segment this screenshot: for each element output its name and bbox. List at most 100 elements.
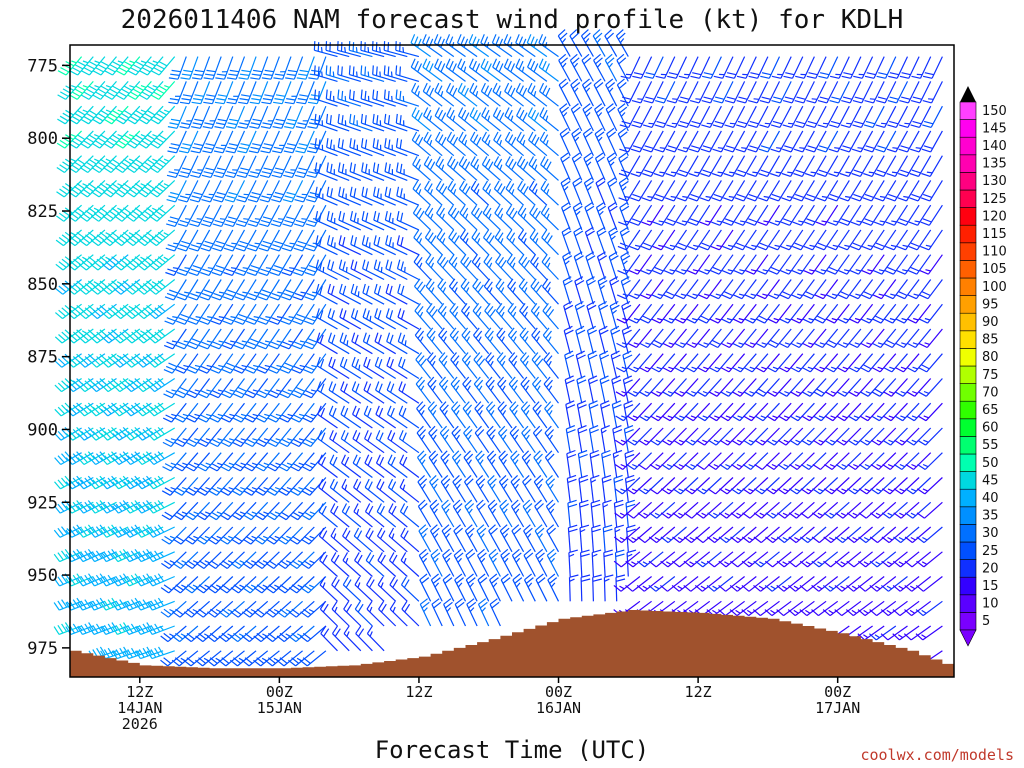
wind-barb bbox=[387, 478, 408, 503]
wind-barb bbox=[135, 548, 164, 563]
wind-barb bbox=[202, 130, 222, 154]
colorbar-swatch bbox=[959, 488, 977, 508]
colorbar-swatch bbox=[959, 277, 977, 296]
wind-barb bbox=[218, 600, 245, 618]
wind-barb bbox=[56, 179, 83, 198]
wind-barb bbox=[280, 303, 304, 325]
wind-barb bbox=[528, 131, 548, 157]
wind-barb bbox=[397, 283, 420, 305]
wind-barb bbox=[339, 356, 362, 380]
wind-barb bbox=[540, 205, 559, 231]
colorbar-bottom-arrow bbox=[959, 629, 977, 647]
wind-barb bbox=[249, 81, 269, 105]
wind-barb bbox=[504, 131, 524, 157]
wind-barb bbox=[493, 131, 513, 157]
wind-barb bbox=[224, 204, 246, 227]
wind-barb bbox=[200, 229, 222, 252]
wind-barb bbox=[147, 353, 176, 368]
wind-barb bbox=[423, 107, 443, 132]
wind-barb bbox=[543, 352, 559, 379]
wind-barb bbox=[259, 155, 280, 178]
wind-barb bbox=[301, 477, 327, 496]
wind-barb bbox=[326, 138, 350, 157]
wind-barb bbox=[777, 427, 804, 446]
wind-barb bbox=[417, 499, 432, 528]
wind-barb bbox=[316, 332, 338, 355]
wind-barb bbox=[289, 477, 315, 496]
wind-barb bbox=[594, 103, 606, 132]
wind-barb bbox=[516, 107, 536, 132]
wind-barb bbox=[464, 499, 478, 528]
colorbar-label: 60 bbox=[982, 421, 999, 436]
wind-barb bbox=[578, 499, 589, 528]
wind-barb bbox=[269, 279, 292, 301]
wind-barb bbox=[207, 600, 234, 618]
wind-barb bbox=[672, 526, 699, 544]
wind-barb bbox=[350, 235, 373, 256]
wind-barb bbox=[326, 210, 350, 231]
wind-barb bbox=[235, 229, 257, 252]
wind-barb bbox=[314, 186, 338, 206]
wind-barb bbox=[604, 29, 618, 57]
wind-barb bbox=[232, 402, 257, 423]
wind-barb bbox=[674, 303, 699, 324]
wind-barb bbox=[564, 375, 575, 404]
wind-barb bbox=[577, 425, 588, 453]
wind-barb bbox=[626, 549, 637, 577]
wind-barb bbox=[596, 251, 608, 280]
wind-barb bbox=[414, 278, 432, 305]
wind-barb bbox=[454, 598, 467, 627]
wind-barb bbox=[329, 478, 350, 503]
wind-barb bbox=[625, 526, 652, 544]
wind-barb bbox=[174, 427, 199, 448]
wind-barb bbox=[211, 279, 234, 301]
wind-barb bbox=[166, 180, 187, 203]
wind-barb bbox=[655, 56, 676, 79]
wind-barb bbox=[610, 350, 621, 379]
wind-barb bbox=[221, 378, 245, 399]
wind-barb bbox=[135, 451, 164, 466]
wind-barb bbox=[616, 279, 641, 300]
wind-barb bbox=[160, 650, 187, 667]
wind-barb bbox=[521, 450, 536, 478]
wind-barb bbox=[138, 81, 164, 100]
wind-barb bbox=[177, 204, 199, 227]
wind-barb bbox=[482, 229, 501, 256]
wind-barb bbox=[373, 283, 396, 305]
wind-barb bbox=[395, 113, 420, 132]
wind-barb bbox=[264, 650, 292, 667]
wind-barb bbox=[80, 81, 106, 100]
wind-barb bbox=[123, 451, 152, 466]
wind-barb bbox=[709, 328, 734, 349]
colorbar-label: 70 bbox=[982, 385, 999, 400]
wind-barb bbox=[112, 475, 141, 490]
wind-barb bbox=[641, 180, 664, 202]
wind-barb bbox=[179, 105, 199, 129]
wind-barb bbox=[268, 353, 292, 374]
wind-barb bbox=[540, 156, 559, 181]
wind-barb bbox=[630, 130, 653, 153]
wind-barb bbox=[630, 180, 653, 202]
wind-barb bbox=[477, 573, 490, 602]
wind-barb bbox=[622, 350, 633, 379]
wind-barb bbox=[431, 598, 443, 627]
wind-barb bbox=[148, 204, 176, 222]
wind-barb bbox=[486, 450, 501, 478]
wind-barb bbox=[594, 127, 606, 156]
wind-barb bbox=[457, 58, 478, 82]
wind-barb bbox=[67, 204, 94, 222]
wind-barb bbox=[639, 328, 664, 349]
wind-barb bbox=[209, 402, 234, 423]
wind-barb bbox=[577, 449, 588, 478]
wind-barb bbox=[664, 229, 687, 251]
wind-barb bbox=[610, 325, 621, 354]
wind-barb bbox=[461, 303, 478, 330]
wind-barb bbox=[685, 402, 711, 422]
wind-barb bbox=[430, 573, 443, 602]
wind-barb bbox=[398, 381, 420, 404]
wind-barb bbox=[605, 103, 618, 132]
wind-barb bbox=[91, 130, 117, 149]
wind-barb bbox=[424, 180, 443, 206]
wind-barb bbox=[126, 155, 152, 174]
wind-barb bbox=[812, 427, 839, 446]
